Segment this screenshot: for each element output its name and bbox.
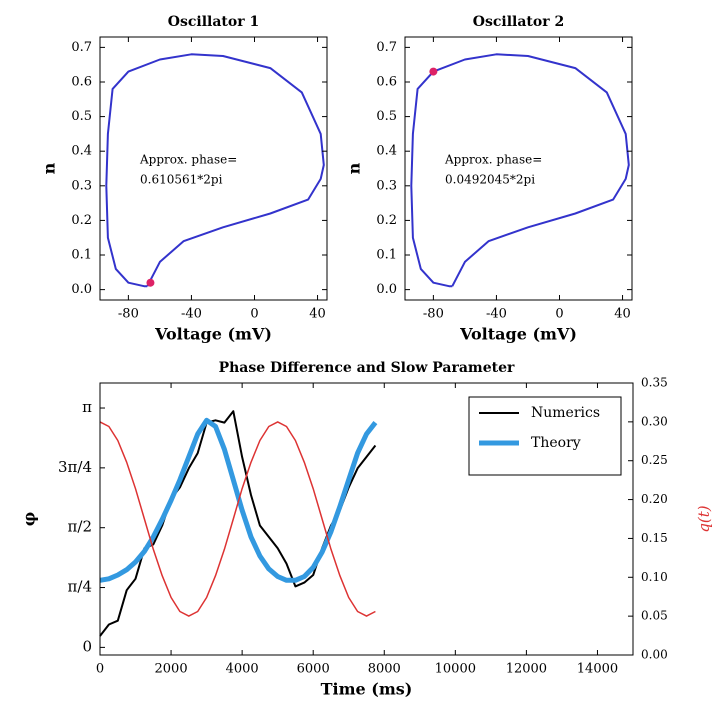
y2-axis-label: q(t) — [695, 505, 713, 532]
y-tick-label: 0.4 — [376, 144, 397, 159]
x-tick-label: 0 — [555, 307, 563, 322]
y-tick-label: 0.7 — [71, 40, 92, 55]
annotation: 0.0492045*2pi — [445, 173, 535, 187]
y2-tick-label: 0.30 — [641, 414, 668, 428]
y-tick-label: 0.6 — [376, 74, 397, 89]
y-tick-label: 0.2 — [376, 213, 397, 228]
x-tick-label: 4000 — [226, 662, 259, 677]
legend-box — [468, 396, 622, 476]
y-axis-label: n — [345, 162, 364, 174]
x-tick-label: -80 — [118, 307, 139, 322]
x-tick-label: -80 — [423, 307, 444, 322]
y-tick-label: 0.0 — [71, 282, 92, 297]
limit-cycle — [410, 53, 630, 288]
x-tick-label: 0 — [250, 307, 258, 322]
x-tick-label: -40 — [181, 307, 202, 322]
y-tick-label: 0 — [82, 637, 92, 655]
chart-title: Phase Difference and Slow Parameter — [219, 360, 515, 376]
x-axis-label: Voltage (mV) — [154, 325, 272, 344]
x-tick-label: 0 — [96, 662, 104, 677]
annotation: 0.610561*2pi — [140, 173, 223, 187]
y-tick-label: π — [82, 398, 92, 416]
y2-tick-label: 0.05 — [641, 609, 668, 623]
y-tick-label: 0.3 — [376, 178, 397, 193]
x-tick-label: -40 — [486, 307, 507, 322]
y-tick-label: 0.1 — [376, 248, 397, 263]
data-line — [99, 417, 378, 583]
x-tick-label: 40 — [309, 307, 326, 322]
x-axis-label: Time (ms) — [321, 680, 413, 699]
y-tick-label: 0.2 — [71, 213, 92, 228]
plot-background — [100, 37, 327, 300]
y-tick-label: 0.7 — [376, 40, 397, 55]
y-tick-label: 3π/4 — [58, 458, 92, 476]
y-tick-label: π/4 — [68, 578, 92, 596]
y-tick-label: π/2 — [68, 518, 92, 536]
axes-frame — [99, 382, 634, 656]
x-tick-label: 10000 — [435, 662, 476, 677]
y2-tick-label: 0.00 — [641, 648, 668, 662]
legend-label: Numerics — [531, 405, 600, 421]
y-tick-label: 0.0 — [376, 282, 397, 297]
axes-frame — [99, 36, 328, 301]
x-tick-label: 2000 — [155, 662, 188, 677]
y-tick-label: 0.3 — [71, 178, 92, 193]
y2-tick-label: 0.35 — [641, 376, 668, 390]
y-tick-label: 0.5 — [376, 109, 397, 124]
x-tick-label: 14000 — [577, 662, 618, 677]
y2-tick-label: 0.10 — [641, 570, 668, 584]
y-tick-label: 0.5 — [71, 109, 92, 124]
phase-marker — [429, 67, 438, 76]
x-tick-label: 12000 — [506, 662, 547, 677]
x-tick-label: 8000 — [368, 662, 401, 677]
x-axis-label: Voltage (mV) — [459, 325, 577, 344]
plot-background — [405, 37, 632, 300]
y-tick-label: 0.1 — [71, 248, 92, 263]
y2-tick-label: 0.20 — [641, 492, 668, 506]
annotation: Approx. phase= — [444, 153, 542, 167]
axes-frame — [404, 36, 633, 301]
x-tick-label: 40 — [614, 307, 631, 322]
legend-label: Theory — [531, 435, 581, 451]
chart-title: Oscillator 1 — [168, 14, 259, 30]
phase-marker — [146, 278, 155, 287]
y-axis-label: n — [40, 162, 59, 174]
chart-title: Oscillator 2 — [473, 14, 564, 30]
y-tick-label: 0.4 — [71, 144, 92, 159]
y2-tick-label: 0.15 — [641, 531, 668, 545]
y-tick-label: 0.6 — [71, 74, 92, 89]
x-tick-label: 6000 — [297, 662, 330, 677]
data-line — [99, 421, 376, 617]
limit-cycle — [105, 53, 325, 288]
annotation: Approx. phase= — [139, 153, 237, 167]
y-axis-label: φ — [20, 512, 39, 526]
y2-tick-label: 0.25 — [641, 453, 668, 467]
